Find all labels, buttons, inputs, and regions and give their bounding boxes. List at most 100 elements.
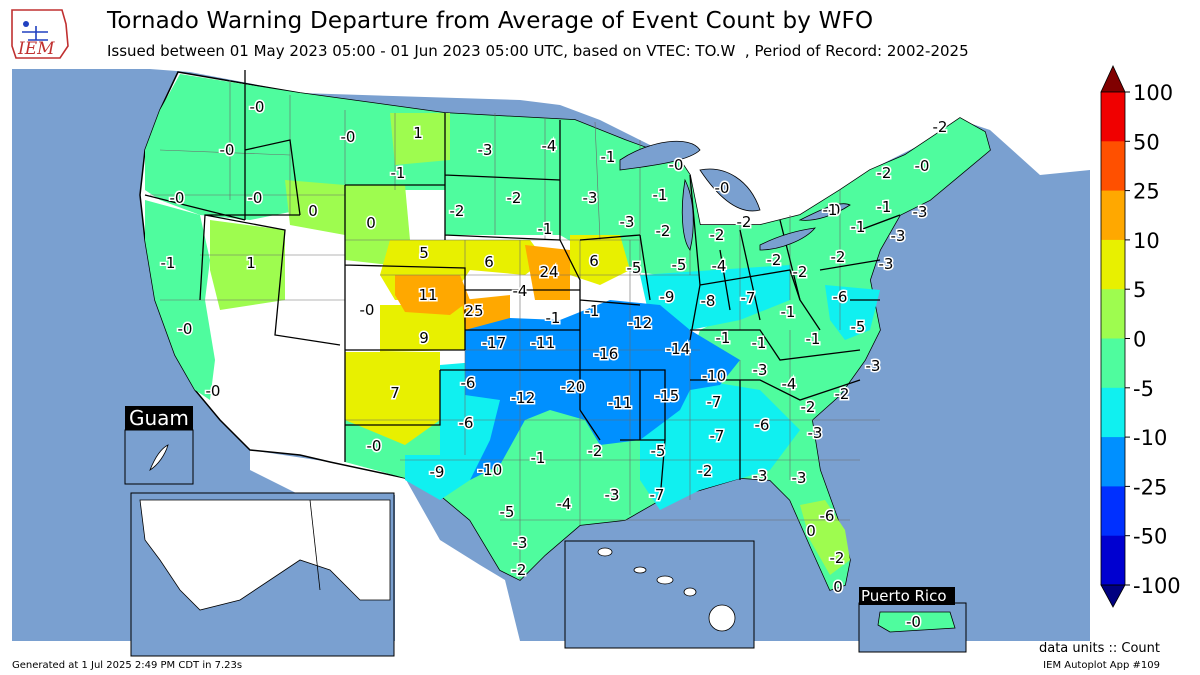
puerto-rico-value: -0 — [906, 613, 921, 631]
wfo-value-label: 0 — [833, 578, 843, 596]
wfo-value-label: -0 — [825, 201, 840, 219]
wfo-value-label: -11 — [608, 394, 633, 412]
colorbar-tick-label: -5 — [1133, 377, 1154, 401]
region-cyan-midwest — [640, 265, 790, 330]
wfo-value-label: -4 — [557, 495, 572, 513]
page-subtitle: Issued between 01 May 2023 05:00 - 01 Ju… — [107, 42, 969, 60]
great-lakes — [619, 140, 851, 251]
wfo-value-labels: -0-01-0-3 -4-1 -0-1-0 -000-2-2 -3-1-1 -0-3-0-… — [159, 97, 949, 598]
wfo-value-label: -2 — [801, 398, 816, 416]
colorbar-tick-label: 5 — [1133, 278, 1146, 302]
wfo-value-label: -0 — [360, 301, 375, 319]
wfo-value-label: 6 — [589, 252, 599, 270]
wfo-value-label: -3 — [792, 469, 807, 487]
colorbar-over-arrow — [1100, 65, 1126, 93]
wfo-value-label: 0 — [308, 202, 318, 220]
region-blue-central — [465, 300, 740, 480]
wfo-value-label: -7 — [710, 427, 725, 445]
wfo-value-label: -2 — [793, 263, 808, 281]
colorbar-bin — [1101, 92, 1125, 142]
wfo-value-label: -0 — [915, 157, 930, 175]
region-mint-west — [145, 74, 445, 220]
wfo-value-label: -2 — [512, 561, 527, 579]
wfo-value-label: -9 — [430, 463, 445, 481]
puerto-rico-label: Puerto Rico — [861, 587, 947, 605]
wfo-value-label: -2 — [830, 549, 845, 567]
wfo-value-label: -1 — [546, 309, 561, 327]
wfo-value-label: -11 — [531, 334, 556, 352]
wfo-value-label: -1 — [752, 334, 767, 352]
alaska-inset — [130, 492, 395, 657]
app-id-note: IEM Autoplot App #109 — [1043, 660, 1160, 671]
region-orange-nebraska — [525, 245, 570, 300]
colorbar-bin — [1101, 486, 1125, 537]
mexico-region — [250, 450, 520, 641]
wfo-value-label: -1 — [716, 329, 731, 347]
region-mint-pnw-upper — [390, 113, 450, 165]
wfo-value-label: 24 — [539, 263, 558, 281]
colorbar-bin — [1101, 437, 1125, 487]
generated-note: Generated at 1 Jul 2025 2:49 PM CDT in 7… — [12, 660, 243, 671]
wfo-value-label: -1 — [391, 164, 406, 182]
wfo-value-label: -1 — [585, 302, 600, 320]
wfo-value-label: -17 — [482, 334, 507, 352]
region-cyan-east — [825, 285, 880, 340]
wfo-value-label: -8 — [701, 292, 716, 310]
wfo-value-label: -10 — [702, 367, 727, 385]
wfo-value-label: -12 — [628, 314, 653, 332]
region-mint-north — [345, 113, 990, 590]
wfo-value-label: -9 — [660, 288, 675, 306]
wfo-value-label: -6 — [820, 507, 835, 525]
wfo-value-label: 11 — [418, 286, 437, 304]
colorbar-bin — [1101, 190, 1125, 241]
iem-logo: IEM — [8, 6, 72, 60]
wfo-value-label: -0 — [250, 98, 265, 116]
wfo-value-label: -6 — [833, 288, 848, 306]
wfo-value-label: -15 — [655, 387, 680, 405]
wfo-value-label: -2 — [877, 164, 892, 182]
wfo-value-label: -3 — [808, 424, 823, 442]
wfo-value-label: 0 — [806, 522, 816, 540]
colorbar-bin — [1101, 239, 1125, 290]
region-mint-idaho — [285, 180, 345, 235]
region-yellow-colorado — [380, 305, 465, 352]
wfo-value-label: 0 — [366, 214, 376, 232]
wfo-value-label: 6 — [484, 253, 494, 271]
wfo-value-label: -0 — [341, 128, 356, 146]
colorbar-tick-label: 25 — [1133, 180, 1160, 204]
wfo-value-label: -3 — [583, 189, 598, 207]
wfo-value-label: -1 — [538, 220, 553, 238]
region-orange-colorado — [395, 275, 470, 315]
wfo-value-label: -0 — [715, 179, 730, 197]
wfo-value-label: -2 — [767, 251, 782, 269]
wfo-value-label: -7 — [650, 486, 665, 504]
wfo-value-label: -6 — [459, 414, 474, 432]
guam-label: Guam — [129, 406, 189, 430]
region-cyan-south — [640, 380, 800, 510]
colorbar-bin — [1101, 141, 1125, 192]
wfo-value-label: -5 — [651, 442, 666, 460]
wfo-value-label: -1 — [781, 303, 796, 321]
data-units-note: data units :: Count — [1038, 641, 1160, 656]
colorbar-tick-label: 100 — [1133, 81, 1173, 105]
region-yellow-newmexico — [345, 352, 440, 445]
wfo-value-label: -2 — [737, 213, 752, 231]
wfo-value-label: -2 — [450, 202, 465, 220]
wfo-value-label: -3 — [879, 255, 894, 273]
wfo-value-label: -10 — [478, 461, 503, 479]
colorbar-tick-label: 0 — [1133, 328, 1146, 352]
wfo-value-label: -4 — [712, 257, 727, 275]
wfo-value-label: 1 — [413, 124, 423, 142]
wfo-value-label: -0 — [669, 156, 684, 174]
colorbar-tick-label: -100 — [1133, 574, 1181, 598]
wfo-value-label: -4 — [513, 282, 528, 300]
wfo-value-label: -2 — [698, 462, 713, 480]
wfo-value-label: -14 — [666, 340, 691, 358]
wfo-value-label: -1 — [877, 198, 892, 216]
wfo-value-label: -2 — [831, 248, 846, 266]
wfo-value-label: -3 — [753, 467, 768, 485]
wfo-value-label: 9 — [419, 329, 429, 347]
region-lightgreen-flfl — [800, 500, 850, 575]
wfo-value-label: -5 — [627, 259, 642, 277]
wfo-value-label: -7 — [707, 393, 722, 411]
